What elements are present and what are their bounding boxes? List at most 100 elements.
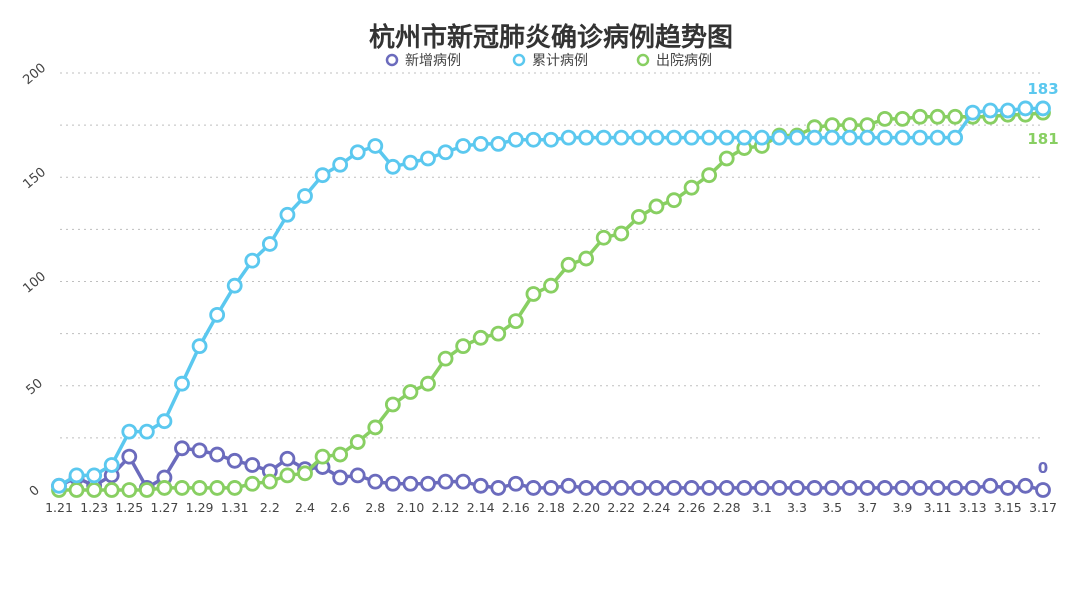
data-point[interactable] (982, 477, 999, 494)
data-point[interactable] (789, 480, 805, 496)
data-point[interactable] (226, 277, 243, 294)
data-point[interactable] (349, 144, 366, 161)
data-point[interactable] (683, 480, 700, 496)
data-point[interactable] (490, 325, 507, 342)
data-point[interactable] (648, 129, 665, 146)
data-point[interactable] (771, 129, 788, 146)
data-point[interactable] (103, 482, 120, 498)
data-point[interactable] (964, 104, 981, 121)
data-point[interactable] (841, 129, 858, 146)
data-point[interactable] (103, 457, 120, 473)
data-point[interactable] (384, 475, 401, 492)
data-point[interactable] (174, 440, 190, 457)
data-point[interactable] (630, 208, 647, 225)
data-point[interactable] (718, 129, 735, 146)
data-point[interactable] (244, 457, 261, 473)
data-point[interactable] (437, 473, 454, 490)
data-point[interactable] (999, 480, 1016, 496)
data-point[interactable] (384, 396, 401, 413)
data-point[interactable] (174, 375, 190, 392)
legend-item[interactable]: 出院病例 (636, 53, 712, 69)
data-point[interactable] (859, 117, 876, 134)
data-point[interactable] (613, 129, 630, 146)
data-point[interactable] (332, 156, 349, 173)
data-point[interactable] (947, 108, 964, 125)
data-point[interactable] (648, 480, 665, 496)
data-point[interactable] (156, 480, 173, 496)
data-point[interactable] (859, 129, 876, 146)
data-point[interactable] (349, 434, 366, 450)
data-point[interactable] (420, 150, 436, 167)
data-point[interactable] (841, 117, 858, 134)
data-point[interactable] (297, 188, 313, 204)
data-point[interactable] (701, 129, 718, 146)
data-point[interactable] (156, 413, 173, 430)
data-point[interactable] (472, 329, 489, 346)
data-point[interactable] (666, 480, 682, 496)
data-point[interactable] (912, 480, 928, 496)
data-point[interactable] (121, 448, 138, 465)
data-point[interactable] (314, 448, 331, 465)
data-point[interactable] (929, 108, 946, 125)
data-point[interactable] (437, 350, 454, 367)
data-point[interactable] (560, 256, 577, 273)
data-point[interactable] (191, 480, 208, 496)
data-point[interactable] (666, 129, 682, 146)
data-point[interactable] (683, 179, 700, 196)
data-point[interactable] (578, 129, 595, 146)
data-point[interactable] (226, 480, 243, 496)
data-point[interactable] (718, 150, 735, 167)
data-point[interactable] (876, 480, 893, 496)
data-point[interactable] (894, 110, 911, 127)
data-point[interactable] (929, 129, 946, 146)
data-point[interactable] (982, 102, 999, 119)
data-point[interactable] (490, 135, 507, 152)
data-point[interactable] (841, 480, 858, 496)
data-point[interactable] (332, 469, 349, 486)
data-point[interactable] (1017, 100, 1034, 117)
data-point[interactable] (121, 482, 138, 498)
data-point[interactable] (753, 480, 770, 496)
data-point[interactable] (613, 225, 630, 242)
data-point[interactable] (648, 198, 665, 215)
data-point[interactable] (402, 384, 419, 400)
data-point[interactable] (332, 446, 349, 463)
data-point[interactable] (701, 480, 718, 496)
data-point[interactable] (525, 480, 542, 496)
data-point[interactable] (753, 129, 770, 146)
data-point[interactable] (367, 138, 384, 154)
data-point[interactable] (402, 154, 419, 171)
data-point[interactable] (472, 477, 489, 494)
data-point[interactable] (297, 465, 313, 482)
data-point[interactable] (912, 108, 928, 125)
data-point[interactable] (86, 467, 103, 484)
data-point[interactable] (824, 117, 841, 134)
data-point[interactable] (244, 252, 261, 269)
data-point[interactable] (367, 473, 384, 490)
data-point[interactable] (384, 158, 401, 175)
data-point[interactable] (1035, 482, 1051, 498)
data-point[interactable] (191, 442, 208, 459)
data-point[interactable] (595, 229, 612, 246)
data-point[interactable] (824, 480, 841, 496)
data-point[interactable] (367, 419, 384, 436)
data-point[interactable] (1035, 100, 1051, 117)
data-point[interactable] (964, 480, 981, 496)
data-point[interactable] (595, 480, 612, 496)
data-point[interactable] (683, 129, 700, 146)
legend-item[interactable]: 新增病例 (385, 53, 461, 69)
data-point[interactable] (455, 138, 472, 154)
data-point[interactable] (578, 480, 595, 496)
data-point[interactable] (525, 131, 542, 148)
data-point[interactable] (209, 306, 226, 323)
data-point[interactable] (543, 131, 559, 148)
data-point[interactable] (86, 482, 103, 498)
data-point[interactable] (402, 475, 419, 492)
data-point[interactable] (789, 129, 805, 146)
data-point[interactable] (630, 480, 647, 496)
data-point[interactable] (507, 131, 524, 148)
data-point[interactable] (279, 467, 296, 484)
data-point[interactable] (543, 480, 559, 496)
data-point[interactable] (560, 477, 577, 494)
data-point[interactable] (595, 129, 612, 146)
